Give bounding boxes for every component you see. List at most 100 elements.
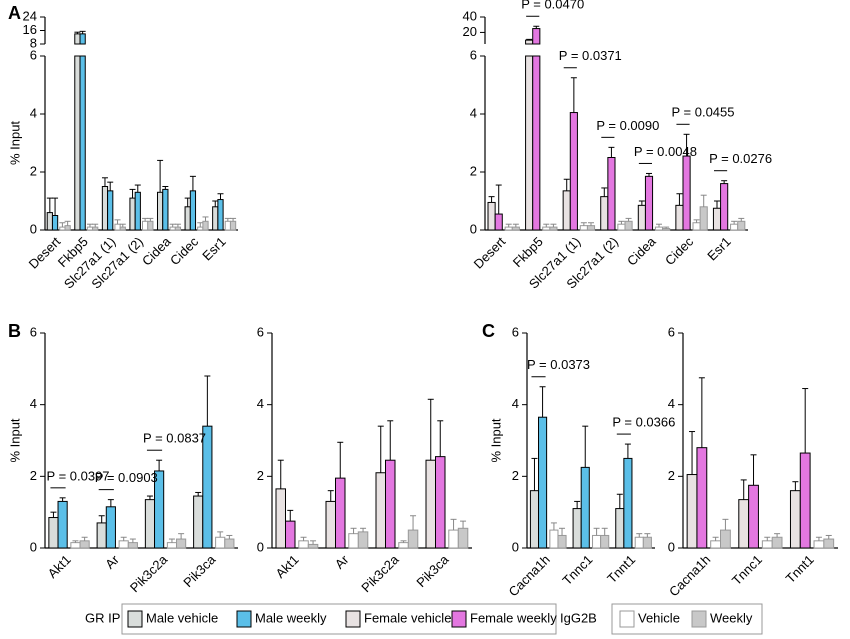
legend-label: Female vehicle xyxy=(364,610,451,625)
y-tick-label: 2 xyxy=(668,468,675,483)
bar xyxy=(127,542,138,549)
y-tick-label: 4 xyxy=(257,396,264,411)
y-tick-label: 6 xyxy=(30,324,37,339)
y-tick-label: 8 xyxy=(30,35,37,50)
x-tick-label: Desert xyxy=(471,234,509,272)
x-tick-label: Akt1 xyxy=(45,552,74,581)
y-tick-label: 2 xyxy=(30,468,37,483)
y-tick-label: 16 xyxy=(23,22,37,37)
x-tick-label: Pik3c2a xyxy=(127,551,171,595)
legend-title: GR IP xyxy=(85,610,120,625)
y-tick-label: 2 xyxy=(257,468,264,483)
bar xyxy=(385,459,396,549)
bar xyxy=(586,225,596,231)
y-axis-label: % Input xyxy=(7,418,22,462)
bar xyxy=(174,226,182,231)
bar xyxy=(457,527,469,549)
p-value: P = 0.0397 xyxy=(47,468,110,483)
bar xyxy=(532,55,541,231)
bar xyxy=(579,225,588,231)
x-tick-label: Cidec xyxy=(662,234,696,268)
p-value: P = 0.0455 xyxy=(671,105,734,120)
y-tick-label: 0 xyxy=(512,539,519,554)
legend-swatch xyxy=(127,610,143,628)
panel-label: B xyxy=(8,321,21,341)
x-tick-label: Pik3ca xyxy=(413,551,452,590)
bar xyxy=(156,191,164,231)
bar xyxy=(275,488,286,549)
p-value: P = 0.0276 xyxy=(709,151,772,166)
x-tick-label: Akt1 xyxy=(273,552,302,581)
p-value: P = 0.0366 xyxy=(612,415,675,430)
bar xyxy=(217,199,224,231)
p-value: P = 0.0371 xyxy=(559,48,622,63)
legend-label: Female weekly xyxy=(470,610,557,625)
p-value: P = 0.0090 xyxy=(596,118,659,133)
bar xyxy=(562,190,571,231)
bar xyxy=(682,155,691,231)
bar xyxy=(569,112,578,231)
y-tick-label: 0 xyxy=(668,539,675,554)
bar xyxy=(435,456,446,549)
bar xyxy=(74,33,81,45)
bar xyxy=(549,226,558,231)
y-tick-label: 4 xyxy=(512,396,519,411)
bar xyxy=(64,225,71,231)
bar xyxy=(425,459,436,549)
bar xyxy=(511,226,520,231)
p-value: P = 0.0373 xyxy=(527,357,590,372)
bar xyxy=(615,508,625,549)
bar xyxy=(51,215,59,231)
x-tick-label: Tnnc1 xyxy=(559,552,595,588)
x-tick-label: Tnnt1 xyxy=(783,552,817,586)
x-tick-label: Ar xyxy=(332,551,352,571)
bar xyxy=(184,206,191,231)
bar xyxy=(141,220,149,231)
panel-label: C xyxy=(482,321,495,341)
y-tick-label: 4 xyxy=(30,105,37,120)
bar xyxy=(357,531,369,549)
bar xyxy=(799,452,811,549)
x-tick-label: Pik3ca xyxy=(180,551,219,590)
bar xyxy=(699,206,708,231)
x-tick-label: Tnnc1 xyxy=(729,552,765,588)
y-tick-label: 4 xyxy=(470,105,477,120)
legend-box xyxy=(121,603,557,635)
bar xyxy=(738,499,750,549)
bar xyxy=(525,39,534,45)
bar xyxy=(92,226,99,231)
bar xyxy=(114,223,121,231)
bar xyxy=(487,201,496,231)
y-tick-label: 0 xyxy=(470,221,477,236)
legend-box xyxy=(611,603,763,635)
bar xyxy=(298,540,309,549)
panel-label: A xyxy=(8,3,21,23)
bar xyxy=(129,197,136,231)
bar xyxy=(532,28,541,45)
x-tick-label: Cidea xyxy=(624,233,659,268)
y-tick-label: 24 xyxy=(23,8,37,23)
bar xyxy=(572,508,582,549)
bar xyxy=(525,55,534,231)
y-tick-label: 0 xyxy=(30,539,37,554)
bar xyxy=(325,500,336,549)
bar xyxy=(202,220,209,231)
bar xyxy=(654,226,664,231)
bar xyxy=(813,540,825,549)
bar xyxy=(538,416,548,549)
bar xyxy=(823,538,835,549)
x-tick-label: Esr1 xyxy=(199,234,229,264)
bar xyxy=(720,183,729,231)
y-axis-label: % Input xyxy=(488,418,503,462)
bar xyxy=(662,228,671,231)
y-tick-label: 6 xyxy=(668,324,675,339)
legend-swatch xyxy=(451,610,467,628)
p-value: P = 0.0903 xyxy=(95,470,158,485)
bar xyxy=(748,484,759,549)
bar xyxy=(70,542,81,549)
y-tick-label: 40 xyxy=(463,8,477,23)
y-tick-label: 6 xyxy=(512,324,519,339)
legend-title: IgG2B xyxy=(560,610,597,625)
bar xyxy=(686,474,698,549)
bar xyxy=(57,500,68,549)
